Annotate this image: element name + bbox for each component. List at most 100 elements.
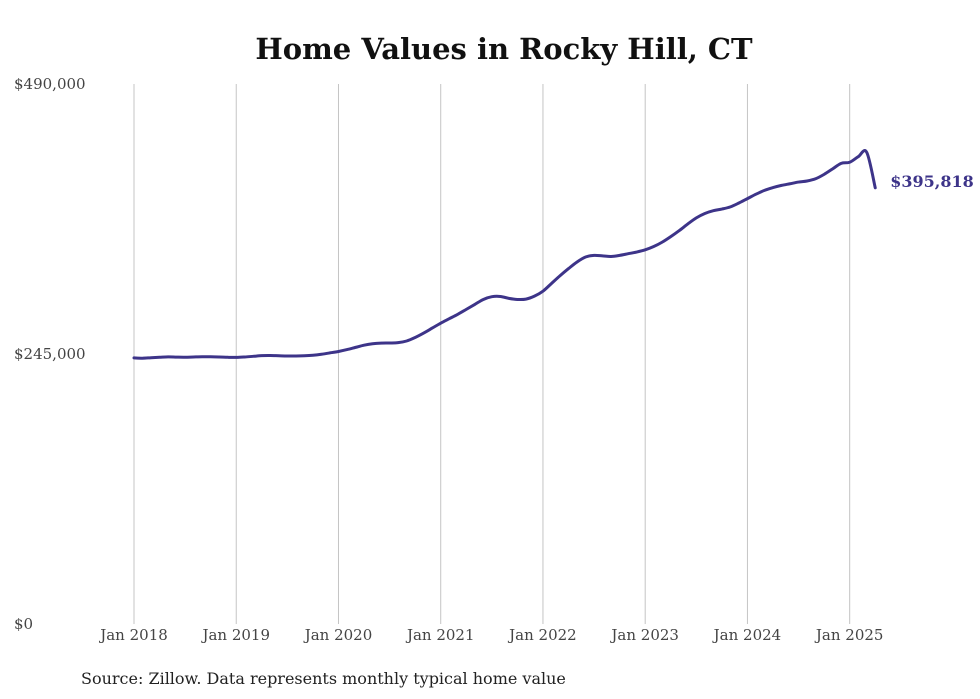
- data-point-2023-04: [669, 235, 672, 238]
- x-tick-label: Jan 2021: [405, 626, 475, 644]
- data-point-2018-09: [201, 355, 204, 358]
- x-tick-label: Jan 2024: [712, 626, 782, 644]
- data-point-2021-11: [524, 298, 527, 301]
- series-layer: [132, 149, 877, 360]
- data-point-2021-05: [473, 303, 476, 306]
- data-point-2019-06: [277, 354, 280, 357]
- data-point-2024-06: [789, 182, 792, 185]
- series-line: [132, 149, 877, 360]
- data-point-2025-04: [874, 186, 877, 189]
- data-point-2019-02: [243, 355, 246, 358]
- data-point-2018-06: [175, 356, 178, 359]
- data-point-2024-08: [806, 179, 809, 182]
- x-tick-label: Jan 2025: [814, 626, 884, 644]
- data-point-2019-04: [260, 354, 263, 357]
- data-point-2018-03: [150, 356, 153, 359]
- data-point-2022-11: [627, 252, 630, 255]
- data-point-2022-05: [576, 260, 579, 263]
- data-point-2020-09: [405, 340, 408, 343]
- data-point-2020-01: [337, 350, 340, 353]
- data-point-2025-01: [848, 161, 851, 164]
- data-point-2024-11: [831, 167, 834, 170]
- data-point-2021-08: [499, 295, 502, 298]
- data-point-2024-12: [840, 162, 843, 165]
- data-point-2020-08: [397, 341, 400, 344]
- y-axis-ticks: $0 $245,000 $490,000: [14, 75, 86, 633]
- data-point-2018-08: [192, 355, 195, 358]
- x-tick-label: Jan 2020: [303, 626, 373, 644]
- data-point-2019-03: [252, 355, 255, 358]
- data-point-2018-11: [218, 355, 221, 358]
- data-point-2021-12: [533, 295, 536, 298]
- data-point-2023-08: [703, 212, 706, 215]
- data-point-2019-12: [328, 351, 331, 354]
- y-tick-label: $245,000: [14, 345, 86, 363]
- data-point-2018-02: [141, 357, 144, 360]
- data-point-2022-09: [610, 255, 613, 258]
- data-point-2022-12: [635, 251, 638, 254]
- data-point-2020-07: [388, 341, 391, 344]
- data-point-2024-04: [772, 186, 775, 189]
- end-value-label: $395,818: [890, 172, 974, 191]
- data-point-2019-08: [294, 354, 297, 357]
- x-tick-label: Jan 2019: [200, 626, 270, 644]
- data-point-2023-05: [678, 229, 681, 232]
- data-point-2024-03: [763, 189, 766, 192]
- x-tick-label: Jan 2018: [98, 626, 168, 644]
- data-point-2019-07: [286, 354, 289, 357]
- data-point-2020-11: [422, 332, 425, 335]
- data-point-2018-05: [167, 355, 170, 358]
- y-tick-label: $0: [14, 615, 33, 633]
- grid-lines: [133, 84, 851, 624]
- chart-title: Home Values in Rocky Hill, CT: [255, 32, 753, 66]
- data-point-2023-06: [686, 222, 689, 225]
- data-point-2024-10: [823, 173, 826, 176]
- data-point-2018-12: [226, 356, 229, 359]
- data-point-2020-02: [346, 348, 349, 351]
- data-point-2023-12: [737, 202, 740, 205]
- data-point-2020-04: [363, 344, 366, 347]
- data-point-2021-04: [465, 308, 468, 311]
- data-point-2022-04: [567, 267, 570, 270]
- source-note: Source: Zillow. Data represents monthly …: [81, 669, 566, 688]
- data-point-2020-05: [371, 342, 374, 345]
- data-point-2023-09: [712, 209, 715, 212]
- data-point-2021-02: [448, 317, 451, 320]
- data-point-2024-01: [746, 197, 749, 200]
- y-tick-label: $490,000: [14, 75, 86, 93]
- data-point-2020-03: [354, 346, 357, 349]
- data-point-2024-02: [754, 193, 757, 196]
- data-point-2023-02: [652, 245, 655, 248]
- data-point-2022-02: [550, 282, 553, 285]
- x-tick-label: Jan 2023: [609, 626, 679, 644]
- data-point-2018-04: [158, 356, 161, 359]
- data-point-2023-07: [695, 216, 698, 219]
- data-point-2019-05: [269, 354, 272, 357]
- data-point-2022-03: [559, 274, 562, 277]
- data-point-2019-09: [303, 354, 306, 357]
- data-point-2024-07: [797, 181, 800, 184]
- data-point-2022-06: [584, 256, 587, 259]
- data-point-2019-11: [320, 353, 323, 356]
- data-point-2023-11: [729, 205, 732, 208]
- x-axis-ticks: Jan 2018 Jan 2019 Jan 2020 Jan 2021 Jan 2022…: [98, 626, 883, 644]
- data-point-2023-10: [720, 208, 723, 211]
- data-point-2020-10: [414, 336, 417, 339]
- data-point-2022-07: [593, 254, 596, 257]
- data-point-2024-09: [814, 177, 817, 180]
- data-point-2025-02: [857, 155, 860, 158]
- data-point-2023-03: [661, 241, 664, 244]
- data-point-2019-10: [311, 354, 314, 357]
- data-point-2022-10: [618, 254, 621, 257]
- data-point-2018-01: [133, 356, 136, 359]
- data-point-2018-07: [184, 356, 187, 359]
- data-point-2021-06: [482, 298, 485, 301]
- x-tick-label: Jan 2022: [507, 626, 577, 644]
- data-point-2021-09: [507, 297, 510, 300]
- data-point-2021-03: [456, 313, 459, 316]
- data-point-2020-12: [431, 327, 434, 330]
- data-point-2024-05: [780, 184, 783, 187]
- data-point-2023-01: [644, 248, 647, 251]
- data-point-2025-03: [865, 151, 868, 154]
- data-point-2019-01: [235, 356, 238, 359]
